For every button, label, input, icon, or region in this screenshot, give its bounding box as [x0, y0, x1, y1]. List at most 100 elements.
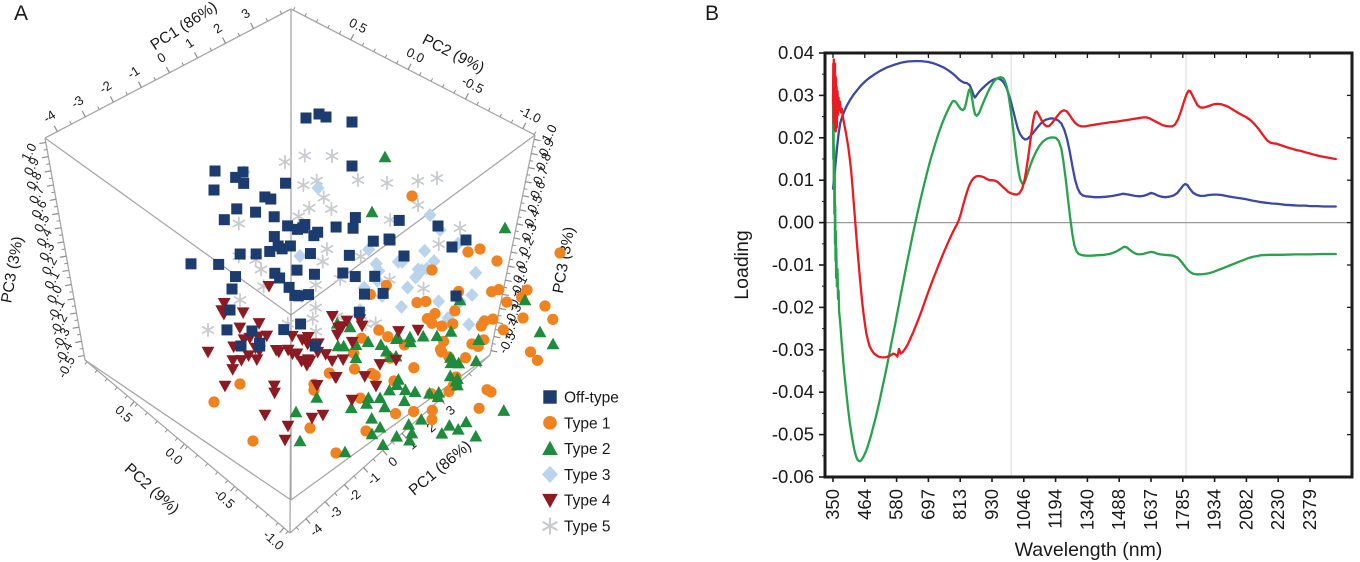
pc2-top-axis-tick-label: 0.5 — [347, 15, 370, 37]
marker-triangle-up — [373, 391, 387, 404]
marker-triangle-down — [295, 334, 309, 346]
minor-tick — [59, 234, 63, 236]
marker-circle — [474, 243, 486, 255]
marker-triangle-up — [293, 434, 307, 447]
marker-triangle-up — [373, 420, 387, 433]
marker-circle — [382, 331, 394, 343]
minor-tick — [503, 286, 508, 289]
minor-tick — [275, 522, 279, 526]
marker-square — [347, 222, 359, 234]
x-tick-label: 1488 — [1108, 489, 1129, 530]
minor-tick — [296, 526, 300, 531]
minor-tick — [209, 47, 212, 51]
marker-square — [230, 171, 242, 183]
minor-tick — [245, 497, 249, 501]
marker-asterisk — [309, 300, 323, 315]
marker-square — [284, 240, 296, 252]
marker-triangle-down — [226, 364, 240, 376]
marker-triangle-down — [303, 355, 317, 368]
legend-item: Type 3 — [541, 465, 611, 484]
x-axis-title: Wavelength (nm) — [1015, 539, 1163, 561]
major-tick — [59, 255, 67, 258]
minor-tick — [61, 248, 66, 251]
pc3-left-axis-tick-label: 0.6 — [28, 197, 50, 220]
minor-tick — [76, 333, 81, 336]
minor-tick — [79, 347, 84, 350]
minor-tick — [442, 83, 445, 88]
marker-triangle-up — [469, 429, 483, 442]
marker-triangle-up — [289, 405, 303, 418]
pc3-right-axis-tick-label: 0.7 — [530, 164, 552, 187]
pc3-right-axis-tick-label: 0.8 — [533, 150, 555, 173]
marker-triangle-up — [432, 385, 446, 398]
marker-square — [304, 248, 316, 260]
pc3-right-axis-tick-label: 0.1 — [512, 249, 534, 272]
x-tick-label: 580 — [886, 489, 907, 520]
marker-square — [209, 165, 221, 177]
marker-asterisk — [411, 173, 425, 189]
minor-tick — [526, 174, 531, 176]
marker-diamond — [465, 287, 479, 302]
major-tick — [490, 350, 498, 353]
minor-tick — [84, 361, 88, 365]
marker-asterisk — [254, 262, 268, 277]
pc3-left-axis-tick-label: 0.7 — [26, 183, 48, 206]
marker-asterisk — [417, 281, 430, 296]
minor-tick — [154, 420, 158, 424]
marker-triangle-down — [218, 380, 232, 393]
minor-tick — [153, 76, 156, 81]
marker-circle — [426, 404, 438, 416]
marker-triangle-down — [250, 354, 264, 366]
marker-triangle-down — [226, 355, 240, 367]
marker-asterisk — [298, 148, 312, 163]
marker-triangle-up — [469, 354, 483, 367]
marker-circle — [524, 346, 537, 358]
minor-tick — [327, 24, 330, 29]
marker-square — [250, 248, 262, 260]
marker-square — [384, 234, 396, 246]
minor-tick — [396, 60, 399, 64]
marker-square — [313, 108, 325, 120]
marker-square — [246, 325, 258, 337]
minor-tick — [533, 131, 537, 135]
major-tick — [382, 450, 388, 456]
major-tick — [363, 467, 369, 473]
marker-triangle-down — [305, 412, 319, 425]
marker-triangle-down — [373, 359, 387, 371]
major-tick — [44, 170, 52, 173]
major-tick — [496, 321, 504, 325]
panel-b-label: B — [705, 2, 720, 25]
pc3-right-axis-tick-label: 0.2 — [515, 234, 537, 257]
marker-square — [283, 281, 295, 293]
major-tick — [516, 223, 524, 226]
minor-tick — [430, 78, 434, 82]
marker-triangle-down — [411, 324, 425, 337]
marker-square — [234, 248, 246, 260]
marker-diamond — [451, 236, 465, 251]
pc2-top-axis-title: PC2 (9%) — [419, 31, 487, 77]
pc3-left-axis-tick-label: 0.3 — [36, 240, 58, 263]
major-tick — [39, 141, 46, 145]
major-tick — [493, 335, 501, 339]
marker-square — [265, 193, 277, 205]
major-tick — [505, 279, 512, 283]
marker-triangle-down — [278, 434, 292, 447]
minor-tick — [235, 488, 239, 492]
x-tick-label: 1934 — [1204, 489, 1225, 530]
marker-square — [237, 166, 249, 178]
minor-tick — [315, 18, 319, 23]
marker-asterisk — [302, 200, 316, 216]
marker-circle — [373, 324, 385, 336]
marker-asterisk — [306, 311, 320, 326]
pc3-right-axis-tick-label: 1.0 — [538, 122, 560, 145]
pc3-left-axis-tick-label: 1.0 — [18, 141, 40, 164]
marker-square — [358, 288, 370, 300]
y-tick-label: 0.03 — [778, 84, 814, 105]
marker-circle — [521, 284, 533, 296]
marker-circle — [481, 384, 493, 396]
marker-diamond — [423, 208, 437, 222]
marker-triangle-up — [365, 205, 379, 218]
major-tick — [46, 184, 54, 187]
pc1-bottom-axis-tick-label: 0 — [385, 453, 400, 469]
marker-circle — [491, 255, 503, 267]
